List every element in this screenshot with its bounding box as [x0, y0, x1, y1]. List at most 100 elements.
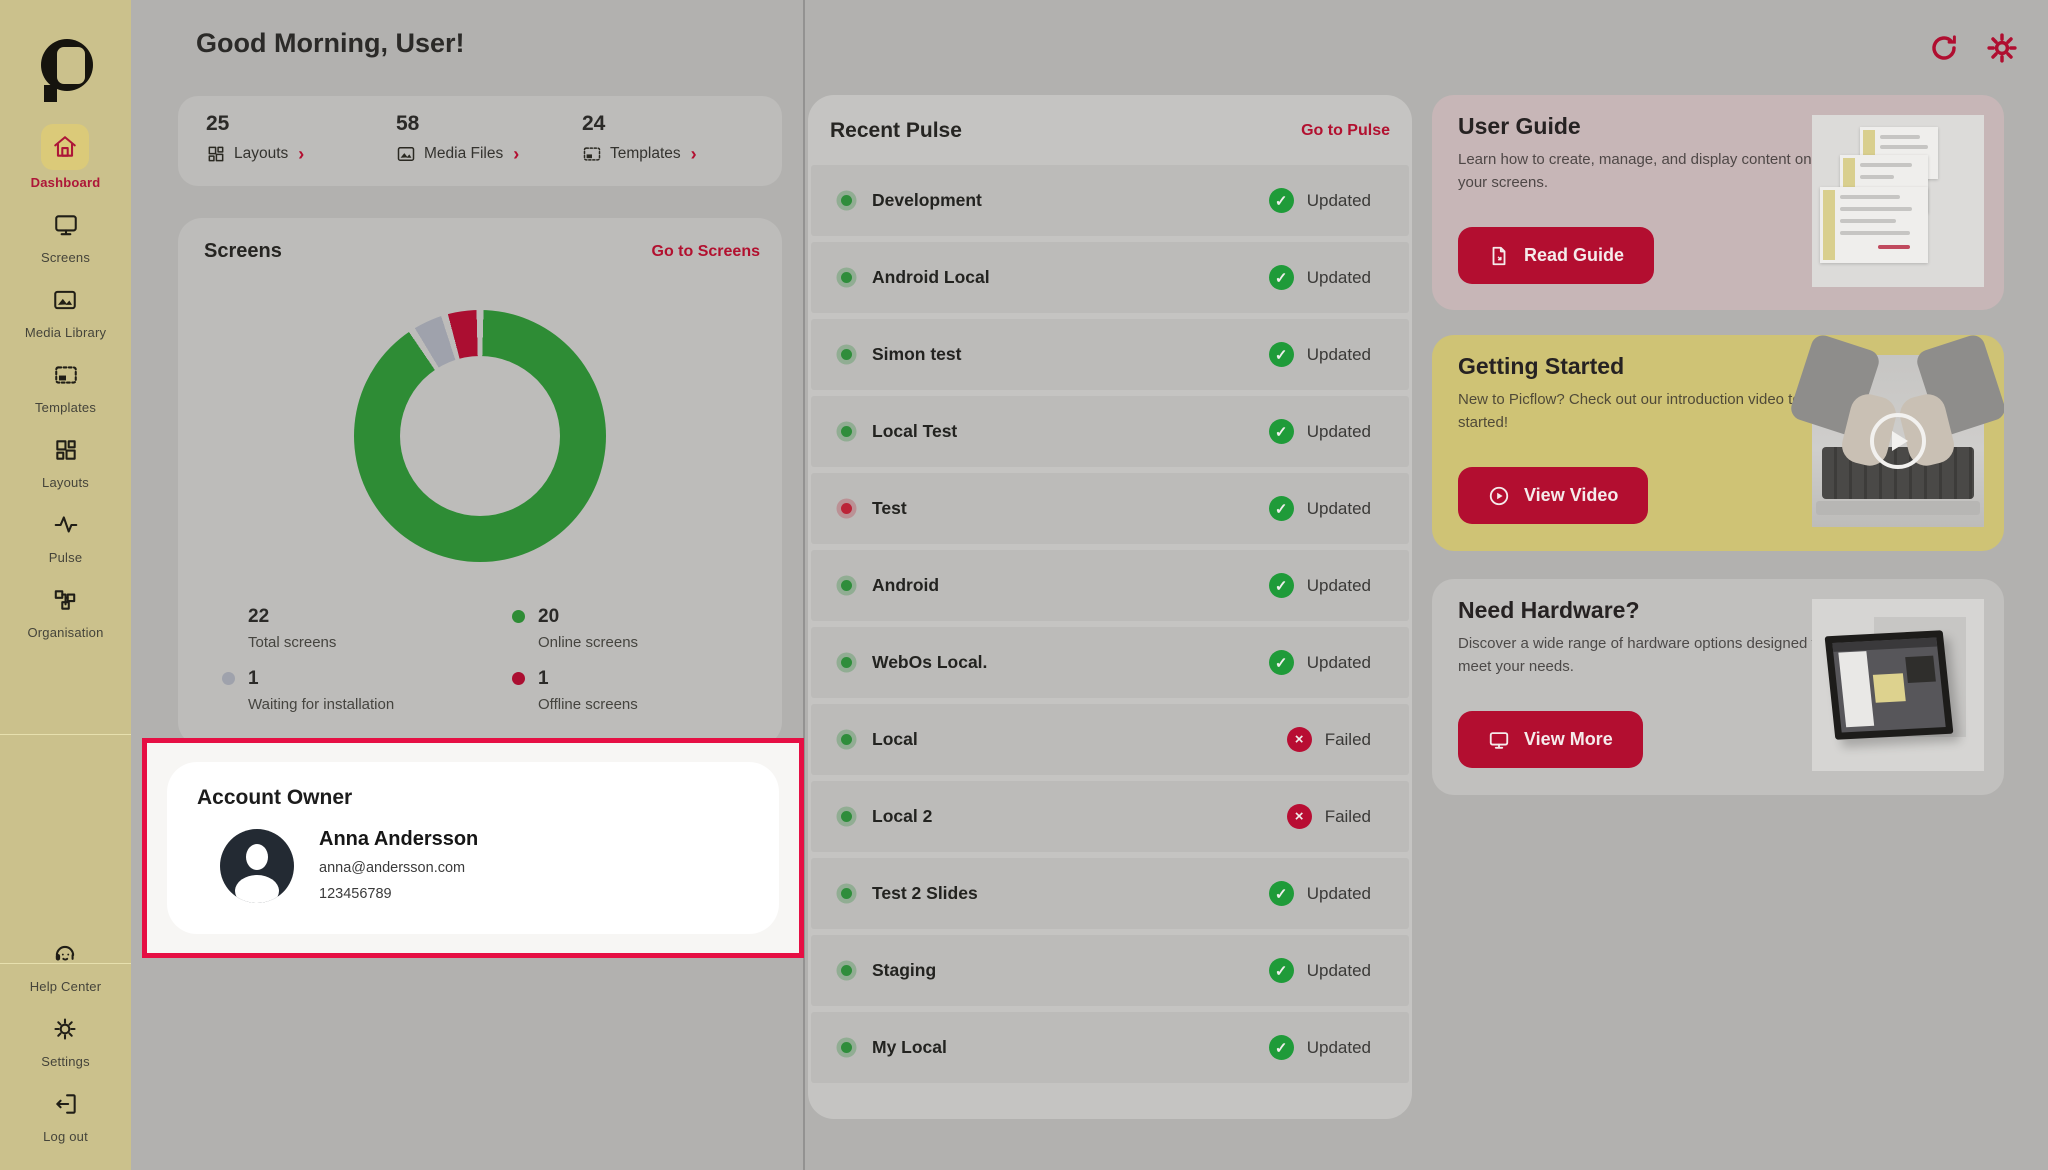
live-dot — [841, 1042, 852, 1053]
pulse-row[interactable]: Local 2 × Failed — [811, 781, 1409, 852]
pulse-row[interactable]: Android ✓ Updated — [811, 550, 1409, 621]
intro-video-thumbnail[interactable] — [1788, 335, 2004, 527]
account-owner-email: anna@andersson.com — [319, 860, 466, 876]
pulse-status-label: Failed — [1324, 729, 1371, 749]
pulse-screen-name: Android Local — [872, 267, 990, 287]
pulse-row[interactable]: Android Local ✓ Updated — [811, 242, 1409, 313]
pulse-row[interactable]: Development ✓ Updated — [811, 165, 1409, 236]
sidebar-item-label: Pulse — [48, 550, 83, 565]
pulse-screen-name: WebOs Local. — [872, 652, 988, 672]
stat-label: Layouts — [234, 145, 289, 162]
account-owner-title: Account Owner — [197, 786, 353, 809]
headset-icon — [43, 934, 87, 974]
chevron-right-icon: › — [513, 144, 520, 164]
sidebar-item-organisation[interactable]: Organisation — [27, 580, 103, 640]
stat-templates[interactable]: 24 Templates › — [582, 112, 697, 164]
pulse-status-label: Updated — [1306, 344, 1371, 364]
pulse-status-label: Updated — [1306, 267, 1371, 287]
chevron-right-icon: › — [298, 144, 305, 164]
play-overlay-icon — [1870, 413, 1926, 469]
card-body: Learn how to create, manage, and display… — [1458, 151, 1812, 191]
legend-dot — [512, 610, 525, 623]
live-dot — [841, 272, 852, 283]
check-circle-icon: ✓ — [1268, 1035, 1294, 1060]
sidebar-item-label: Log out — [43, 1129, 88, 1144]
sidebar-item-dashboard[interactable]: Dashboard — [31, 124, 101, 190]
view-more-button[interactable]: View More — [1458, 711, 1643, 768]
check-circle-icon: ✓ — [1268, 496, 1294, 521]
tour-spotlight-box: Account Owner Anna Andersson anna@anders… — [142, 738, 804, 958]
legend-label: Waiting for installation — [248, 696, 395, 713]
pulse-row[interactable]: Local Test ✓ Updated — [811, 396, 1409, 467]
button-label: Read Guide — [1524, 245, 1625, 265]
sidebar-seam-bottom — [0, 963, 131, 964]
sidebar-item-media-library[interactable]: Media Library — [25, 280, 106, 340]
check-circle-icon: ✓ — [1268, 573, 1294, 598]
pulse-wave-icon — [44, 505, 88, 545]
monitor-icon — [44, 205, 88, 245]
pulse-status: ✓ Updated — [1268, 1035, 1371, 1060]
avatar — [220, 829, 294, 903]
sidebar-item-log-out[interactable]: Log out — [43, 1084, 88, 1144]
sidebar-item-label: Settings — [41, 1054, 90, 1069]
legend-value: 1 — [538, 668, 549, 689]
picflow-logo — [40, 39, 93, 102]
sidebar-item-screens[interactable]: Screens — [41, 205, 90, 265]
sidebar-item-pulse[interactable]: Pulse — [44, 505, 88, 565]
stats-card: 25 Layouts › 58 Media Files › 24 Templat… — [178, 96, 782, 186]
card-title: Getting Started — [1458, 353, 1625, 379]
stat-media-files[interactable]: 58 Media Files › — [396, 112, 519, 164]
live-dot — [841, 426, 852, 437]
account-owner-name: Anna Andersson — [319, 828, 479, 850]
check-circle-icon: ✓ — [1268, 419, 1294, 444]
pulse-row[interactable]: Simon test ✓ Updated — [811, 319, 1409, 390]
live-dot — [841, 195, 852, 206]
legend-item: 22 Total screens — [222, 606, 512, 651]
legend-item: 1 Offline screens — [512, 668, 762, 713]
live-dot — [841, 580, 852, 591]
sidebar-item-settings[interactable]: Settings — [41, 1009, 90, 1069]
pulse-screen-name: Local — [872, 729, 918, 749]
legend-value: 1 — [248, 668, 259, 689]
sidebar-item-label: Organisation — [27, 625, 104, 640]
org-chart-icon — [43, 580, 87, 620]
pulse-row[interactable]: Test ✓ Updated — [811, 473, 1409, 544]
account-owner-phone: 123456789 — [319, 886, 392, 902]
pulse-row[interactable]: WebOs Local. ✓ Updated — [811, 627, 1409, 698]
screens-card: Screens Go to Screens 22 Total screens 20 O… — [178, 218, 782, 746]
go-to-pulse-link[interactable]: Go to Pulse — [1301, 122, 1390, 139]
refresh-icon[interactable] — [1926, 30, 1962, 66]
stat-layouts[interactable]: 25 Layouts › — [206, 112, 304, 164]
sidebar-item-layouts[interactable]: Layouts — [42, 430, 89, 490]
pulse-row[interactable]: Local × Failed — [811, 704, 1409, 775]
pulse-status: ✓ Updated — [1268, 419, 1371, 444]
screens-legend: 22 Total screens 20 Online screens 1 Waiting … — [222, 606, 762, 713]
pulse-screen-name: Test — [872, 498, 907, 518]
getting-started-card: Getting Started New to Picflow? Check ou… — [1432, 335, 2004, 551]
sidebar-item-templates[interactable]: Templates — [35, 355, 96, 415]
pulse-row[interactable]: Staging ✓ Updated — [811, 935, 1409, 1006]
sidebar-item-help-center[interactable]: Help Center — [30, 934, 102, 994]
pulse-row[interactable]: Test 2 Slides ✓ Updated — [811, 858, 1409, 929]
legend-value: 20 — [538, 606, 560, 627]
legend-label: Online screens — [538, 634, 639, 651]
stat-value: 25 — [206, 112, 230, 135]
gear-icon[interactable] — [1984, 30, 2020, 66]
go-to-screens-link[interactable]: Go to Screens — [651, 242, 760, 260]
legend-label: Total screens — [248, 634, 337, 651]
legend-item: 20 Online screens — [512, 606, 762, 651]
sidebar-item-label: Templates — [34, 400, 97, 415]
live-dot — [841, 503, 852, 514]
pulse-row[interactable]: My Local ✓ Updated — [811, 1012, 1409, 1083]
pulse-status: × Failed — [1286, 804, 1371, 829]
stat-value: 58 — [396, 112, 420, 135]
chevron-right-icon: › — [690, 144, 697, 164]
pulse-status-label: Failed — [1324, 806, 1371, 826]
hardware-illustration — [1812, 599, 1984, 771]
pulse-status: ✓ Updated — [1268, 573, 1371, 598]
view-video-button[interactable]: View Video — [1458, 467, 1649, 524]
pulse-screen-name: Local 2 — [872, 806, 933, 826]
document-icon — [1492, 246, 1506, 265]
read-guide-button[interactable]: Read Guide — [1458, 227, 1655, 284]
sidebar-item-label: Media Library — [24, 325, 107, 340]
